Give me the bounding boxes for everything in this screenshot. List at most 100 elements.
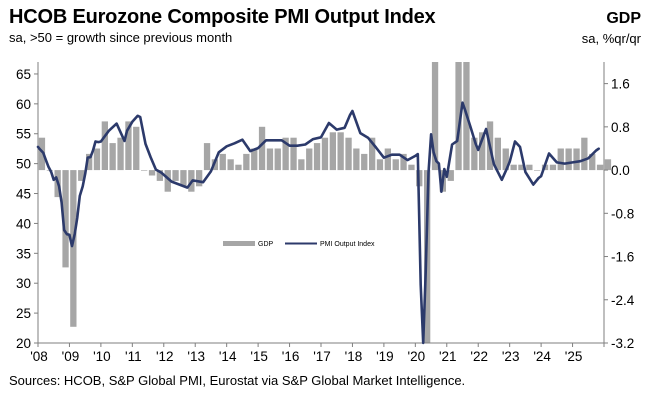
right-tick-label: 1.6 xyxy=(611,77,630,92)
gdp-bar xyxy=(164,170,171,192)
x-tick-label: '22 xyxy=(470,349,488,364)
x-tick-label: '08 xyxy=(30,349,48,364)
gdp-bar xyxy=(565,148,572,171)
x-tick-label: '17 xyxy=(313,349,331,364)
right-tick-label: -3.2 xyxy=(611,336,634,351)
legend-gdp-swatch xyxy=(223,241,255,246)
x-tick-label: '10 xyxy=(93,349,111,364)
gdp-bars xyxy=(38,62,612,343)
gdp-bar xyxy=(251,148,258,171)
source-note: Sources: HCOB, S&P Global PMI, Eurostat … xyxy=(9,373,466,388)
gdp-bar xyxy=(337,132,344,171)
left-tick-label: 45 xyxy=(16,187,31,202)
gdp-bar xyxy=(604,159,612,171)
gdp-bar xyxy=(282,137,289,171)
x-tick-label: '24 xyxy=(533,349,551,364)
x-tick-label: '12 xyxy=(156,349,174,364)
right-tick-label: 0.0 xyxy=(611,163,630,178)
gdp-bar xyxy=(557,148,564,171)
gdp-bar xyxy=(109,143,116,171)
gdp-bar xyxy=(518,164,525,171)
gdp-bar xyxy=(376,159,384,171)
left-tick-label: 35 xyxy=(16,246,31,261)
gdp-bar xyxy=(455,62,462,171)
x-tick-label: '09 xyxy=(62,349,80,364)
gdp-bar xyxy=(101,121,108,170)
gdp-bar xyxy=(392,159,399,171)
gdp-bar xyxy=(526,164,533,171)
gdp-bar xyxy=(235,164,242,171)
gdp-bar xyxy=(148,170,156,176)
gdp-bar xyxy=(321,137,329,171)
x-tick-label: '11 xyxy=(125,349,142,364)
gdp-bar xyxy=(70,170,77,327)
gdp-bar xyxy=(353,148,360,171)
chart-subtitle: sa, >50 = growth since previous month xyxy=(9,30,233,45)
gdp-bar xyxy=(596,164,604,171)
gdp-bar xyxy=(329,132,336,171)
gdp-bar xyxy=(313,143,321,171)
x-tick-label: '18 xyxy=(345,349,363,364)
x-tick-label: '20 xyxy=(408,349,426,364)
gdp-bar xyxy=(133,126,140,170)
gdp-bar xyxy=(306,148,313,171)
legend-pmi-label: PMI Output Index xyxy=(320,241,375,248)
gdp-bar xyxy=(502,148,509,171)
gdp-bar xyxy=(203,143,211,171)
gdp-bar xyxy=(549,164,557,171)
gdp-bar xyxy=(196,170,203,187)
x-tick-label: '14 xyxy=(219,349,237,364)
gdp-bar xyxy=(534,170,541,171)
gdp-bar xyxy=(361,153,368,171)
left-tick-label: 50 xyxy=(16,157,31,172)
chart-axes: 20 25 30 35 40 45 50 55 60 65 1.6 0.8 0.0 -0.8 -1.6 -2.… xyxy=(16,62,635,364)
gdp-bar xyxy=(93,148,101,171)
x-tick-label: '16 xyxy=(282,349,300,364)
left-tick-label: 60 xyxy=(16,97,31,112)
gdp-bar xyxy=(345,137,352,171)
left-tick-label: 40 xyxy=(16,216,31,231)
gdp-bar xyxy=(62,170,69,268)
x-tick-label: '25 xyxy=(565,349,583,364)
gdp-bar xyxy=(408,164,415,171)
left-tick-label: 20 xyxy=(16,336,31,351)
left-tick-label: 30 xyxy=(16,276,31,291)
gdp-bar xyxy=(141,170,148,171)
gdp-bar xyxy=(479,132,486,171)
left-tick-label: 25 xyxy=(16,306,31,321)
x-tick-label: '13 xyxy=(187,349,205,364)
x-tick-label: '15 xyxy=(250,349,268,364)
right-axis-subtitle: sa, %qr/qr xyxy=(581,31,641,46)
right-tick-label: -2.4 xyxy=(611,293,635,308)
gdp-bar xyxy=(290,137,297,171)
gdp-bar xyxy=(266,148,274,171)
right-tick-label: 0.8 xyxy=(611,120,630,135)
gdp-bar xyxy=(180,170,187,187)
gdp-bar xyxy=(172,170,179,181)
right-axis-title: GDP xyxy=(606,10,641,27)
pmi-line xyxy=(36,101,601,345)
gdp-bar xyxy=(298,159,305,171)
gdp-bar xyxy=(400,153,407,171)
right-tick-label: -0.8 xyxy=(611,206,634,221)
chart-title: HCOB Eurozone Composite PMI Output Index xyxy=(9,6,436,28)
gdp-bar xyxy=(589,153,596,171)
right-tick-label: -1.6 xyxy=(611,250,634,265)
x-tick-label: '23 xyxy=(502,349,520,364)
gdp-bar xyxy=(243,153,250,171)
pmi-line-group xyxy=(36,101,601,345)
gdp-bar xyxy=(510,164,517,171)
gdp-bar xyxy=(38,137,46,171)
gdp-bar xyxy=(581,137,588,171)
gdp-bar xyxy=(86,153,93,171)
gdp-bar xyxy=(258,126,266,170)
gdp-bar xyxy=(494,137,501,171)
gdp-bar xyxy=(369,137,376,171)
x-tick-label: '21 xyxy=(439,349,457,364)
gdp-bar xyxy=(78,170,85,181)
chart-legend: GDP PMI Output Index xyxy=(223,241,375,248)
gdp-bar xyxy=(117,137,124,171)
left-tick-label: 55 xyxy=(16,127,31,142)
gdp-bar xyxy=(219,153,226,171)
